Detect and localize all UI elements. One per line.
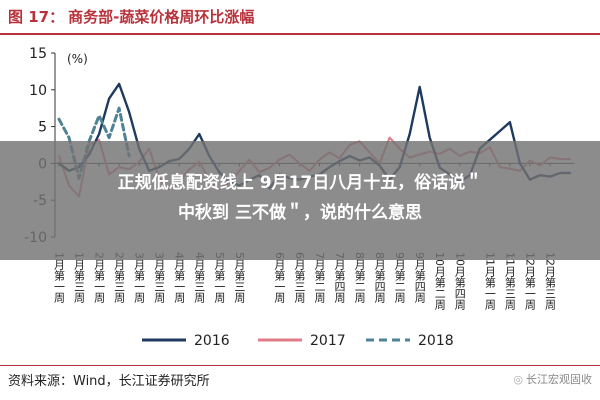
title-divider [0, 33, 600, 35]
figure-title: 图 17： 商务部-蔬菜价格周环比涨幅 [0, 0, 600, 34]
x-tick-label: 3月第三周 [153, 252, 166, 304]
x-tick-label: 11月第一周 [483, 252, 496, 311]
legend-label-2017: 2017 [310, 333, 346, 349]
x-tick-label: 7月第四周 [333, 252, 346, 304]
figure-number: 图 17： [8, 8, 65, 26]
x-tick-label: 6月第三周 [293, 252, 306, 304]
x-tick-label: 6月第一周 [273, 252, 286, 304]
chart-title: 商务部-蔬菜价格周环比涨幅 [68, 8, 255, 26]
x-tick-label: 8月第四周 [373, 252, 386, 304]
headline-text: 正规低息配资线上 9月17日八月十五，俗话说＂ 中秋到 三不做＂，说的什么意思 [0, 168, 600, 228]
x-tick-label: 9月第二周 [393, 252, 406, 304]
series-2018-line [57, 106, 131, 180]
x-tick-label: 12月第三周 [543, 252, 556, 311]
legend-label-2018: 2018 [418, 333, 454, 349]
x-tick-label: 10月第四周 [453, 252, 466, 311]
y-tick-label: 15 [29, 46, 47, 62]
legend-label-2016: 2016 [194, 333, 230, 349]
x-tick-label: 10月第二周 [433, 252, 446, 311]
watermark-label: 长江宏观固收 [526, 373, 592, 386]
headline-overlay [0, 141, 600, 260]
source-divider [0, 365, 600, 366]
y-unit-label: (%) [67, 52, 88, 66]
watermark: ◎ 长江宏观固收 [513, 371, 592, 387]
x-tick-label: 2月第一周 [93, 252, 106, 304]
x-tick-label: 12月第一周 [523, 252, 536, 311]
x-tick-label: 2月第三周 [113, 252, 126, 304]
x-tick-label: 1月第一周 [53, 252, 66, 304]
x-tick-label: 9月第四周 [413, 252, 426, 304]
x-tick-label: 1月第三周 [73, 252, 86, 304]
x-tick-label: 8月第二周 [353, 252, 366, 304]
wechat-icon: ◎ [513, 373, 523, 386]
x-tick-label: 5月第一周 [213, 252, 226, 304]
source-note: 资料来源：Wind，长江证券研究所 [8, 374, 210, 389]
x-tick-label: 11月第三周 [503, 252, 516, 311]
x-tick-label: 7月第二周 [313, 252, 326, 304]
y-tick-label: 10 [29, 83, 47, 99]
headline-line-1: 正规低息配资线上 9月17日八月十五，俗话说＂ [117, 173, 483, 193]
x-tick-label: 4月第三周 [193, 252, 206, 304]
x-tick-label: 3月第一周 [133, 252, 146, 304]
headline-line-2: 中秋到 三不做＂，说的什么意思 [178, 203, 422, 223]
y-tick-label: 5 [38, 120, 47, 136]
x-tick-label: 5月第三周 [233, 252, 246, 304]
x-tick-label: 4月第一周 [173, 252, 186, 304]
